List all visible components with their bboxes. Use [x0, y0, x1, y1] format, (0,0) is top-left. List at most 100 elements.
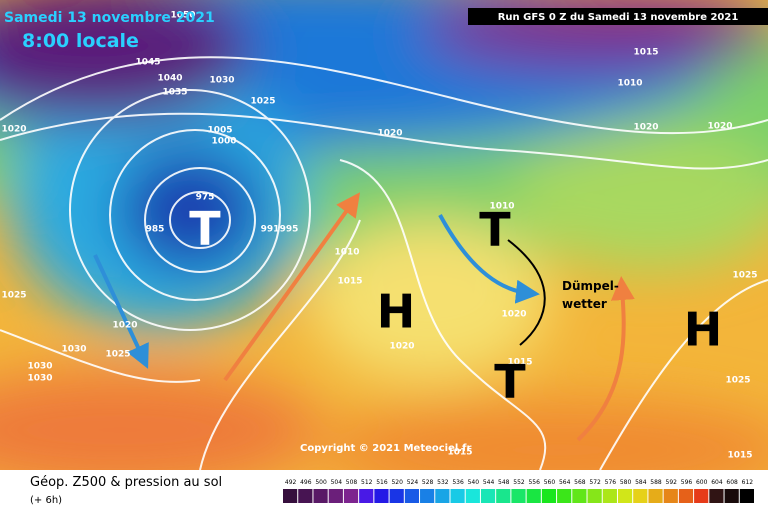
scale-label: 524	[407, 479, 419, 486]
scale-label: 508	[346, 479, 358, 486]
scale-swatch	[496, 489, 511, 503]
isobar-label: 975	[196, 193, 215, 203]
scale-swatch	[587, 489, 602, 503]
scale-swatch	[435, 489, 450, 503]
annotation: Dümpel-wetter	[562, 279, 619, 311]
isobar-label: 1030	[209, 76, 234, 86]
scale-label: 580	[620, 479, 632, 486]
isobar-label: 1035	[162, 88, 187, 98]
isobar-label: 1030	[27, 374, 52, 384]
isobar-label: 1015	[507, 358, 532, 368]
scale-label: 516	[376, 479, 388, 486]
scale-swatch	[633, 489, 648, 503]
scale-swatch	[709, 489, 724, 503]
time: 8:00 locale	[22, 30, 139, 52]
scale-label: 600	[696, 479, 708, 486]
isobar-label: 991	[261, 225, 280, 235]
scale-label: 612	[742, 479, 754, 486]
isobar-label: 1025	[725, 376, 750, 386]
isobar-label: 1045	[135, 58, 160, 68]
scale-label: 596	[681, 479, 693, 486]
scale-label: 592	[666, 479, 678, 486]
isobar-label: 1025	[250, 97, 275, 107]
isobar-label: 1015	[633, 48, 658, 58]
scale-swatch	[404, 489, 420, 503]
isobar-label: 985	[146, 225, 165, 235]
scale-swatch	[480, 489, 496, 503]
scale-label: 584	[635, 479, 647, 486]
footer-lead: (+ 6h)	[30, 495, 62, 506]
scale-label: 528	[422, 479, 434, 486]
isobar-label: 1015	[447, 448, 472, 458]
scale-swatch	[602, 489, 617, 503]
isobar-label: 1010	[489, 202, 514, 212]
scale-label: 500	[315, 479, 327, 486]
isobar-label: 1020	[501, 310, 526, 320]
scale-label: 568	[574, 479, 586, 486]
isobar-label: 1015	[337, 277, 362, 287]
scale-swatch	[420, 489, 435, 503]
scale-label: 608	[726, 479, 738, 486]
isobar-label: 1020	[389, 342, 414, 352]
scale-label: 540	[468, 479, 480, 486]
pressure-center: T	[479, 203, 511, 257]
scale-label: 560	[544, 479, 556, 486]
scale-swatch	[374, 489, 389, 503]
scale-label: 552	[513, 479, 525, 486]
scale-label: 492	[285, 479, 297, 486]
isobar-label: 1020	[377, 129, 402, 139]
scale-swatch	[465, 489, 480, 503]
field	[0, 0, 768, 500]
isobar-label: 1020	[1, 125, 26, 135]
scale-swatch	[313, 489, 328, 503]
isobar-label: 1010	[334, 248, 359, 258]
isobar-label: 1025	[105, 350, 130, 360]
pressure-center: H	[684, 303, 723, 357]
isobar-label: 1020	[633, 123, 658, 133]
isobar-label: 1020	[707, 122, 732, 132]
isobar-label: 1015	[727, 451, 752, 461]
isobar-label: 1040	[157, 74, 182, 84]
scale-label: 564	[559, 479, 571, 486]
scale-swatch	[617, 489, 633, 503]
copyright: Copyright © 2021 Meteociel.fr	[300, 443, 471, 454]
scale-swatch	[694, 489, 709, 503]
isobar-label: 1050	[170, 11, 195, 21]
scale-swatch	[678, 489, 694, 503]
isobar-label: 1000	[211, 137, 236, 147]
scale-swatch	[663, 489, 678, 503]
scale-label: 556	[528, 479, 540, 486]
isobar-label: 1010	[617, 79, 642, 89]
scale-label: 576	[605, 479, 617, 486]
scale-swatch	[283, 489, 298, 503]
run-box	[468, 8, 768, 25]
scale-label: 504	[331, 479, 343, 486]
scale-label: 536	[452, 479, 464, 486]
scale-label: 572	[589, 479, 601, 486]
scale-swatch	[557, 489, 572, 503]
pressure-center: H	[377, 285, 416, 339]
scale-label: 588	[650, 479, 662, 486]
isobar-label: 1025	[1, 291, 26, 301]
scale-swatch	[572, 489, 587, 503]
scale-swatch	[389, 489, 404, 503]
scale-swatch	[724, 489, 739, 503]
scale-swatch	[511, 489, 526, 503]
run-label: Run GFS 0 Z du Samedi 13 novembre 2021	[498, 12, 739, 23]
isobar-label: 1030	[27, 362, 52, 372]
scale-swatch	[298, 489, 313, 503]
scale-swatch	[343, 489, 359, 503]
isobar-label: 1025	[732, 271, 757, 281]
scale-label: 604	[711, 479, 723, 486]
scale-label: 532	[437, 479, 449, 486]
scale-swatch	[328, 489, 343, 503]
scale-label: 496	[300, 479, 312, 486]
scale-swatch	[739, 489, 754, 503]
scale-label: 548	[498, 479, 510, 486]
scale-label: 520	[391, 479, 403, 486]
pressure-center: T	[494, 355, 526, 409]
pressure-center: T	[189, 202, 221, 256]
scale-label: 512	[361, 479, 373, 486]
scale-swatch	[648, 489, 663, 503]
